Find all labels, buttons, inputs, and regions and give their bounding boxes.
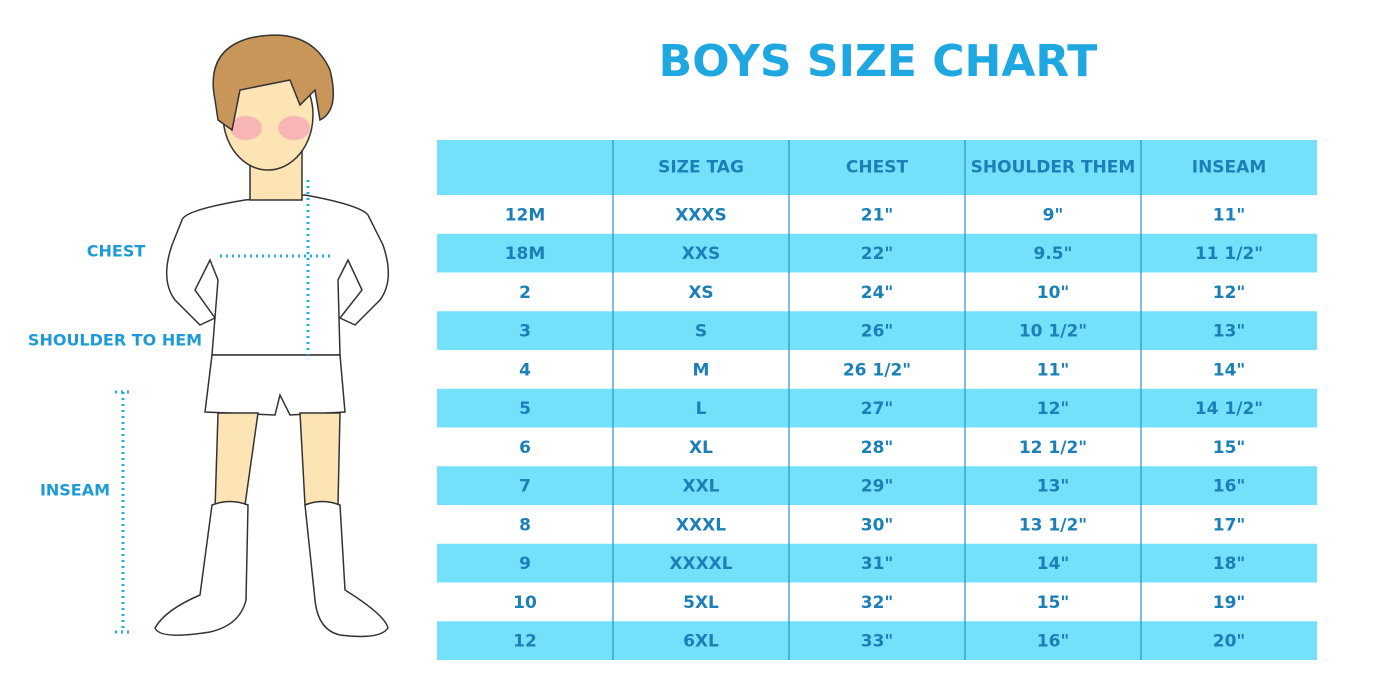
table-cell: 26" — [861, 322, 894, 342]
table-cell: 5 — [519, 399, 531, 419]
table-cell: 17" — [1213, 515, 1246, 535]
table-cell: XXXXL — [669, 554, 732, 574]
table-cell: 18" — [1213, 554, 1246, 574]
row-band — [437, 466, 1317, 505]
table-cell: 10" — [1037, 283, 1070, 303]
shoulder-label: SHOULDER TO HEM — [28, 331, 202, 350]
table-cell: XXXL — [676, 515, 726, 535]
table-cell: 11" — [1213, 205, 1246, 225]
table-cell: 29" — [861, 477, 894, 497]
table-cell: 12" — [1213, 283, 1246, 303]
table-cell: 21" — [861, 205, 894, 225]
row-band — [437, 621, 1317, 660]
row-band — [437, 233, 1317, 273]
table-cell: 18M — [505, 244, 546, 264]
table-cell: 10 1/2" — [1019, 322, 1087, 342]
table-cell: 11" — [1037, 360, 1070, 380]
table-cell: S — [695, 322, 707, 342]
table-cell: 9.5" — [1034, 244, 1073, 264]
row-band — [437, 543, 1317, 583]
row-band — [437, 311, 1317, 350]
table-cell: 15" — [1037, 593, 1070, 613]
table-cell: 6XL — [683, 632, 719, 652]
table-cell: XS — [688, 283, 713, 303]
table-cell: 6 — [519, 438, 531, 458]
header-cell: INSEAM — [1192, 158, 1266, 178]
row-band — [437, 388, 1317, 428]
table-cell: 14 1/2" — [1195, 399, 1263, 419]
table-cell: 4 — [519, 360, 531, 380]
table-cell: XXS — [682, 244, 720, 264]
table-cell: 11 1/2" — [1195, 244, 1263, 264]
table-cell: 14" — [1213, 360, 1246, 380]
table-cell: 2 — [519, 283, 531, 303]
table-cell: XXXS — [675, 205, 727, 225]
table-cell: 5XL — [683, 593, 719, 613]
table-cell: 16" — [1213, 477, 1246, 497]
table-cell: 24" — [861, 283, 894, 303]
table-cell: 12M — [505, 205, 546, 225]
table-cell: 12 1/2" — [1019, 438, 1087, 458]
table-cell: 7 — [519, 477, 531, 497]
header-row — [437, 140, 1317, 195]
chest-label: CHEST — [87, 242, 146, 261]
header-cell: SHOULDER THEM — [971, 158, 1136, 178]
table-cell: 12 — [513, 632, 537, 652]
table-cell: 14" — [1037, 554, 1070, 574]
title: BOYS SIZE CHART — [659, 36, 1098, 87]
table-cell: 30" — [861, 515, 894, 535]
table-cell: XXL — [682, 477, 719, 497]
table-cell: 33" — [861, 632, 894, 652]
table-cell: XL — [689, 438, 713, 458]
table-cell: 13" — [1037, 477, 1070, 497]
table-cell: 31" — [861, 554, 894, 574]
table-cell: 9 — [519, 554, 531, 574]
measure-lines — [115, 180, 332, 634]
table-cell: 26 1/2" — [843, 360, 911, 380]
header-cell: SIZE TAG — [658, 158, 744, 178]
table-cell: 22" — [861, 244, 894, 264]
table-cell: 3 — [519, 322, 531, 342]
inseam-label: INSEAM — [40, 481, 110, 500]
table-cell: 12" — [1037, 399, 1070, 419]
table-cell: 10 — [513, 593, 537, 613]
table-cell: M — [693, 360, 710, 380]
table-cell: 32" — [861, 593, 894, 613]
boy-illustration — [154, 34, 389, 638]
header-cell: CHEST — [846, 158, 909, 178]
table-cell: 13 1/2" — [1019, 515, 1087, 535]
table-cell: 16" — [1037, 632, 1070, 652]
table-cell: 27" — [861, 399, 894, 419]
table-cell: 8 — [519, 515, 531, 535]
table-cell: 19" — [1213, 593, 1246, 613]
table-cell: 13" — [1213, 322, 1246, 342]
table-cell: L — [696, 399, 707, 419]
table-cell: 9" — [1043, 205, 1064, 225]
table-cell: 20" — [1213, 632, 1246, 652]
table-cell: 28" — [861, 438, 894, 458]
table-cell: 15" — [1213, 438, 1246, 458]
